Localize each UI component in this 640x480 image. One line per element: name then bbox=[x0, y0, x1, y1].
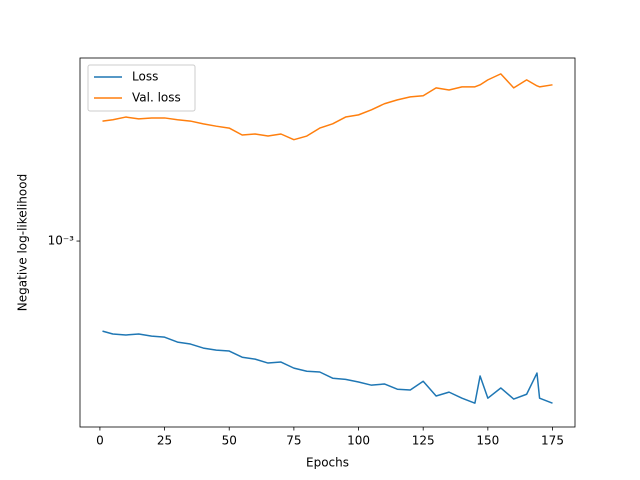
y-tick-label: 10⁻³ bbox=[48, 234, 75, 248]
plot-frame bbox=[79, 57, 576, 428]
x-tick-label: 175 bbox=[541, 434, 564, 448]
x-tick-label: 25 bbox=[157, 434, 172, 448]
x-axis-label: Epochs bbox=[306, 456, 349, 470]
legend-label: Val. loss bbox=[132, 91, 181, 105]
x-tick-label: 50 bbox=[222, 434, 237, 448]
line-series bbox=[102, 73, 553, 141]
x-tick-label: 75 bbox=[286, 434, 301, 448]
x-tick-label: 0 bbox=[96, 434, 104, 448]
x-tick-label: 100 bbox=[347, 434, 370, 448]
legend-label: Loss bbox=[132, 70, 158, 84]
x-tick-label: 150 bbox=[476, 434, 499, 448]
line-series bbox=[102, 330, 553, 404]
y-axis-label: Negative log-likelihood bbox=[16, 174, 30, 311]
x-tick-label: 125 bbox=[412, 434, 435, 448]
